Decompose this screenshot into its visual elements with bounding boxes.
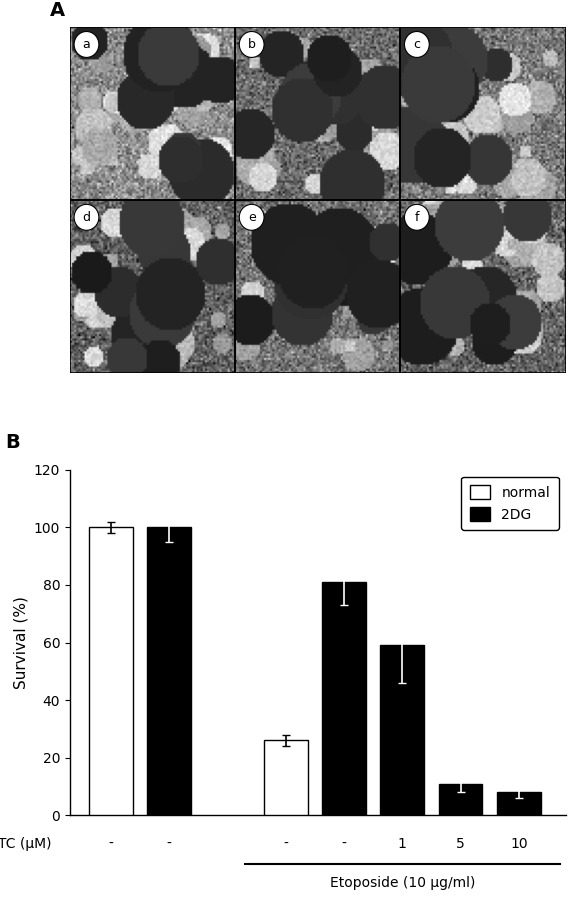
Bar bbox=[381, 645, 424, 815]
Text: B: B bbox=[5, 433, 20, 452]
Bar bbox=[70, 200, 235, 373]
Text: TC (μM): TC (μM) bbox=[0, 837, 52, 852]
Text: Etoposide (10 μg/ml): Etoposide (10 μg/ml) bbox=[329, 876, 475, 890]
Text: -: - bbox=[283, 837, 288, 852]
Bar bbox=[401, 200, 566, 373]
Text: -: - bbox=[167, 837, 171, 852]
Y-axis label: Survival (%): Survival (%) bbox=[13, 596, 29, 689]
Circle shape bbox=[239, 32, 264, 57]
Text: 1: 1 bbox=[398, 837, 407, 852]
Bar bbox=[264, 740, 308, 815]
Text: c: c bbox=[413, 38, 420, 51]
Text: -: - bbox=[342, 837, 346, 852]
Text: 5: 5 bbox=[456, 837, 465, 852]
Bar bbox=[235, 200, 401, 373]
Text: a: a bbox=[83, 38, 90, 51]
Bar bbox=[401, 27, 566, 200]
Bar bbox=[70, 27, 235, 200]
Text: 10: 10 bbox=[510, 837, 528, 852]
Bar bbox=[235, 27, 401, 200]
Circle shape bbox=[405, 32, 429, 57]
Circle shape bbox=[239, 205, 264, 230]
Bar bbox=[497, 793, 540, 815]
Bar bbox=[322, 582, 366, 815]
Text: d: d bbox=[82, 211, 90, 224]
Text: e: e bbox=[248, 211, 255, 224]
Bar bbox=[147, 527, 191, 815]
Text: f: f bbox=[415, 211, 419, 224]
Text: A: A bbox=[50, 1, 65, 20]
Circle shape bbox=[74, 205, 99, 230]
Bar bbox=[89, 527, 132, 815]
Bar bbox=[438, 784, 483, 815]
Legend: normal, 2DG: normal, 2DG bbox=[461, 477, 559, 530]
Circle shape bbox=[74, 32, 99, 57]
Circle shape bbox=[405, 205, 429, 230]
Text: b: b bbox=[248, 38, 255, 51]
Text: -: - bbox=[108, 837, 113, 852]
